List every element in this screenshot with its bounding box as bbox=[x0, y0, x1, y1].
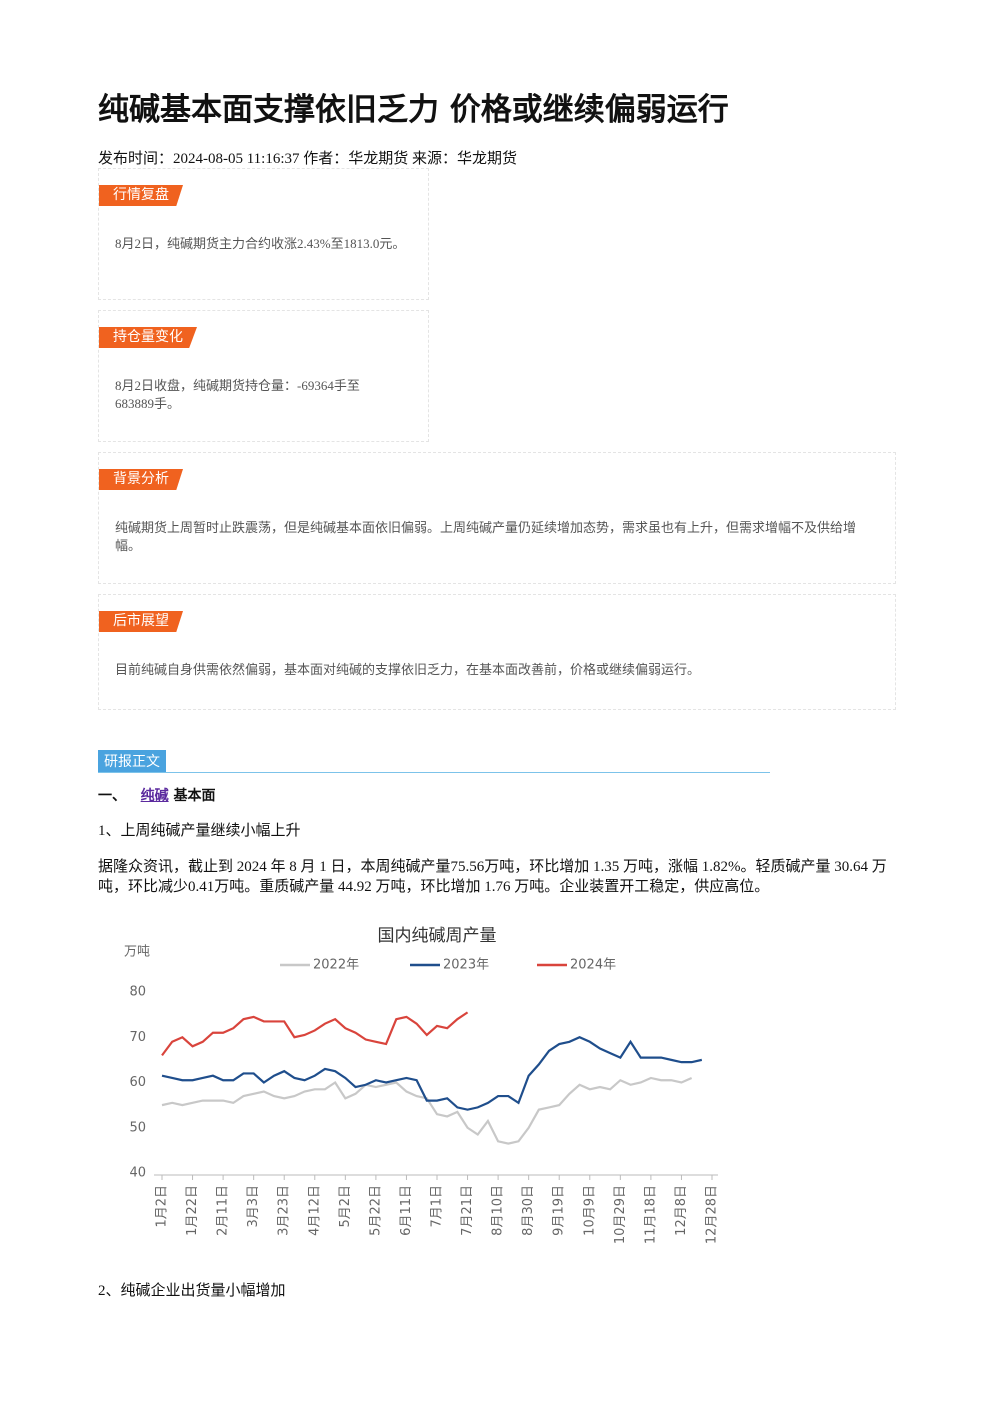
subheading: 2、纯碱企业出货量小幅增加 bbox=[98, 1283, 286, 1299]
body-label-bar: 研报正文 bbox=[98, 750, 770, 773]
x-tick-label: 3月3日 bbox=[246, 1185, 261, 1228]
x-tick-label: 5月22日 bbox=[368, 1185, 383, 1236]
meta: 发布时间：2024-08-05 11:16:37 作者：华龙期货 来源：华龙期货 bbox=[98, 151, 518, 167]
y-tick-label: 40 bbox=[129, 1166, 146, 1181]
section-box: 持仓量变化 8月2日收盘，纯碱期货持仓量：-69364手至683889手。 bbox=[98, 310, 429, 442]
section-box: 后市展望 目前纯碱自身供需依然偏弱，基本面对纯碱的支撑依旧乏力，在基本面改善前，… bbox=[98, 594, 896, 710]
x-tick-label: 12月8日 bbox=[674, 1185, 689, 1236]
chart: 国内纯碱周产量 万吨 40 50 60 70 80 1月2日 1月22日 2月11日 3月3日 3… bbox=[124, 926, 720, 1244]
x-tick-label: 1月22日 bbox=[185, 1185, 200, 1236]
heading-suffix: 基本面 bbox=[173, 788, 216, 804]
section-tag: 行情复盘 bbox=[99, 185, 183, 206]
x-tick-label: 7月21日 bbox=[460, 1185, 475, 1236]
subheading: 1、上周纯碱产量继续小幅上升 bbox=[98, 823, 301, 839]
legend-label: 2022年 bbox=[313, 958, 359, 973]
section-text: 8月2日，纯碱期货主力合约收涨2.43%至1813.0元。 bbox=[115, 236, 406, 251]
title: 纯碱基本面支撑依旧乏力 价格或继续偏弱运行 bbox=[98, 92, 729, 128]
legend-label: 2024年 bbox=[570, 958, 616, 973]
x-tick-label: 5月2日 bbox=[338, 1185, 353, 1228]
y-tick-label: 50 bbox=[129, 1120, 146, 1135]
legend-label: 2023年 bbox=[443, 958, 489, 973]
x-tick-label: 1月2日 bbox=[155, 1185, 170, 1228]
heading: 一、 纯碱 基本面 bbox=[98, 786, 216, 806]
x-tick-label: 2月11日 bbox=[216, 1185, 231, 1236]
x-tick-label: 4月12日 bbox=[307, 1185, 322, 1236]
chart-title: 国内纯碱周产量 bbox=[378, 926, 497, 946]
x-tick-label: 11月18日 bbox=[643, 1185, 658, 1244]
section-box: 背景分析 纯碱期货上周暂时止跌震荡，但是纯碱基本面依旧偏弱。上周纯碱产量仍延续增… bbox=[98, 452, 896, 584]
body-label: 研报正文 bbox=[98, 750, 166, 772]
series-line bbox=[161, 1036, 703, 1111]
heading-link[interactable]: 纯碱 bbox=[140, 788, 169, 804]
x-tick-label: 8月10日 bbox=[491, 1185, 506, 1236]
x-tick-label: 3月23日 bbox=[277, 1185, 292, 1236]
y-tick-label: 70 bbox=[129, 1030, 146, 1045]
x-tick-label: 10月9日 bbox=[582, 1185, 597, 1236]
x-tick-label: 8月30日 bbox=[521, 1185, 536, 1236]
x-tick-label: 9月19日 bbox=[552, 1185, 567, 1236]
series-line bbox=[161, 1076, 693, 1145]
section-box: 行情复盘 8月2日，纯碱期货主力合约收涨2.43%至1813.0元。 bbox=[98, 168, 429, 300]
y-tick-label: 80 bbox=[129, 985, 146, 1000]
section-tag: 持仓量变化 bbox=[99, 327, 197, 348]
section-tag: 背景分析 bbox=[99, 469, 183, 490]
section-tag: 后市展望 bbox=[99, 611, 183, 632]
paragraph: 据隆众资讯，截止到 2024 年 8 月 1 日，本周纯碱产量75.56万吨，环… bbox=[98, 859, 887, 895]
section-text: 纯碱期货上周暂时止跌震荡，但是纯碱基本面依旧偏弱。上周纯碱产量仍延续增加态势，需… bbox=[115, 520, 857, 553]
y-tick-label: 60 bbox=[129, 1075, 146, 1090]
section-text: 目前纯碱自身供需依然偏弱，基本面对纯碱的支撑依旧乏力，在基本面改善前，价格或继续… bbox=[115, 662, 701, 677]
x-tick-label: 7月1日 bbox=[430, 1185, 445, 1228]
y-axis-label: 万吨 bbox=[124, 945, 150, 960]
x-tick-label: 10月29日 bbox=[613, 1185, 628, 1244]
section-text: 8月2日收盘，纯碱期货持仓量：-69364手至683889手。 bbox=[115, 378, 360, 411]
x-tick-label: 6月11日 bbox=[399, 1185, 414, 1236]
x-tick-label: 12月28日 bbox=[705, 1185, 720, 1244]
series-line bbox=[161, 1011, 469, 1057]
heading-prefix: 一、 bbox=[98, 788, 126, 804]
